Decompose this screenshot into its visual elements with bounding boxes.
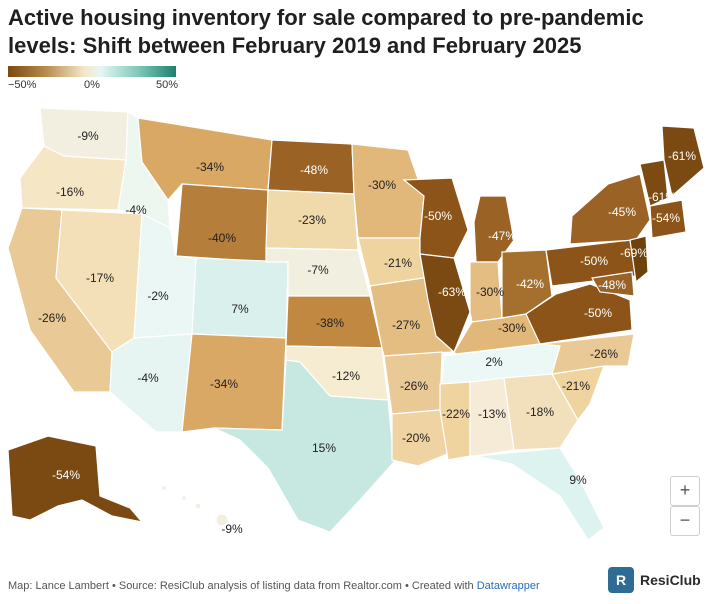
label-pennsylvania: -50% bbox=[580, 254, 608, 268]
label-ohio: -42% bbox=[516, 277, 544, 291]
zoom-in-button[interactable]: + bbox=[670, 476, 700, 506]
state-vermont[interactable] bbox=[639, 159, 669, 207]
label-nebraska: -7% bbox=[307, 263, 329, 277]
label-hawaii: -9% bbox=[221, 522, 243, 536]
legend-min-label: −50% bbox=[8, 79, 37, 91]
state-new-jersey[interactable] bbox=[629, 235, 649, 284]
state-florida[interactable] bbox=[475, 447, 605, 541]
map-title: Active housing inventory for sale compar… bbox=[8, 5, 644, 58]
label-montana: -34% bbox=[196, 160, 224, 174]
label-missouri: -27% bbox=[392, 318, 420, 332]
label-mississippi: -22% bbox=[442, 407, 470, 421]
label-massachusetts: -54% bbox=[652, 211, 680, 225]
state-alabama[interactable] bbox=[469, 377, 515, 457]
label-south-carolina: -21% bbox=[562, 379, 590, 393]
color-legend: −50% 0% 50% bbox=[8, 66, 178, 93]
zoom-out-button[interactable]: − bbox=[670, 506, 700, 536]
label-colorado: 7% bbox=[231, 302, 249, 316]
label-arizona: -4% bbox=[137, 371, 159, 385]
label-michigan: -47% bbox=[488, 229, 516, 243]
logo-text: ResiClub bbox=[640, 572, 701, 588]
state-colorado[interactable] bbox=[191, 257, 289, 339]
label-wisconsin: -50% bbox=[424, 209, 452, 223]
label-minnesota: -30% bbox=[368, 178, 396, 192]
label-virginia: -50% bbox=[584, 306, 612, 320]
label-oklahoma: -12% bbox=[332, 369, 360, 383]
label-maine: -61% bbox=[668, 149, 696, 163]
label-utah: -2% bbox=[147, 289, 169, 303]
label-alaska: -54% bbox=[52, 468, 80, 482]
footer-text: Map: Lance Lambert • Source: ResiClub an… bbox=[8, 580, 477, 592]
label-texas: 15% bbox=[312, 441, 336, 455]
label-tennessee: 2% bbox=[485, 355, 503, 369]
label-idaho: -4% bbox=[125, 203, 147, 217]
label-florida: 9% bbox=[569, 473, 587, 487]
legend-gradient-bar bbox=[8, 66, 176, 77]
label-indiana: -30% bbox=[476, 285, 504, 299]
logo-mark-icon: R bbox=[608, 567, 634, 593]
state-north-carolina[interactable] bbox=[539, 333, 635, 375]
state-massachusetts[interactable] bbox=[649, 199, 687, 239]
label-illinois: -63% bbox=[438, 285, 466, 299]
state-wyoming[interactable] bbox=[175, 183, 269, 263]
legend-labels: −50% 0% 50% bbox=[8, 79, 178, 93]
label-washington: -9% bbox=[77, 129, 99, 143]
state-new-york[interactable] bbox=[569, 173, 651, 245]
label-louisiana: -20% bbox=[402, 431, 430, 445]
footer-credits: Map: Lance Lambert • Source: ResiClub an… bbox=[8, 580, 540, 592]
label-wyoming: -40% bbox=[208, 231, 236, 245]
label-new-jersey: -69% bbox=[620, 246, 648, 260]
state-maryland[interactable] bbox=[591, 271, 635, 297]
label-north-dakota: -48% bbox=[300, 163, 328, 177]
state-hawaii-island-2[interactable] bbox=[180, 494, 188, 502]
state-hawaii-island-4[interactable] bbox=[215, 513, 229, 527]
legend-max-label: 50% bbox=[156, 79, 179, 91]
label-north-carolina: -26% bbox=[590, 347, 618, 361]
state-virginia[interactable] bbox=[525, 283, 633, 345]
label-nevada: -17% bbox=[86, 271, 114, 285]
state-maine[interactable] bbox=[661, 125, 705, 198]
label-iowa: -21% bbox=[384, 256, 412, 270]
datawrapper-link[interactable]: Datawrapper bbox=[476, 580, 540, 592]
label-kentucky: -30% bbox=[498, 321, 526, 335]
label-kansas: -38% bbox=[316, 316, 344, 330]
label-new-york: -45% bbox=[608, 205, 636, 219]
state-alaska[interactable] bbox=[7, 435, 144, 523]
label-california: -26% bbox=[38, 311, 66, 325]
resiclub-logo: R ResiClub bbox=[608, 566, 701, 594]
label-vermont: -61% bbox=[648, 190, 676, 204]
label-arkansas: -26% bbox=[400, 379, 428, 393]
state-hawaii-island-1[interactable] bbox=[160, 484, 168, 492]
label-alabama: -13% bbox=[478, 407, 506, 421]
legend-mid-label: 0% bbox=[84, 79, 100, 91]
label-oregon: -16% bbox=[56, 185, 84, 199]
label-new-mexico: -34% bbox=[210, 377, 238, 391]
state-louisiana[interactable] bbox=[391, 409, 453, 467]
state-mississippi[interactable] bbox=[439, 381, 471, 461]
state-hawaii-island-3[interactable] bbox=[194, 502, 202, 510]
label-georgia: -18% bbox=[526, 405, 554, 419]
state-texas[interactable] bbox=[213, 359, 395, 533]
label-maryland: -48% bbox=[598, 278, 626, 292]
state-georgia[interactable] bbox=[503, 373, 579, 451]
label-south-dakota: -23% bbox=[298, 213, 326, 227]
